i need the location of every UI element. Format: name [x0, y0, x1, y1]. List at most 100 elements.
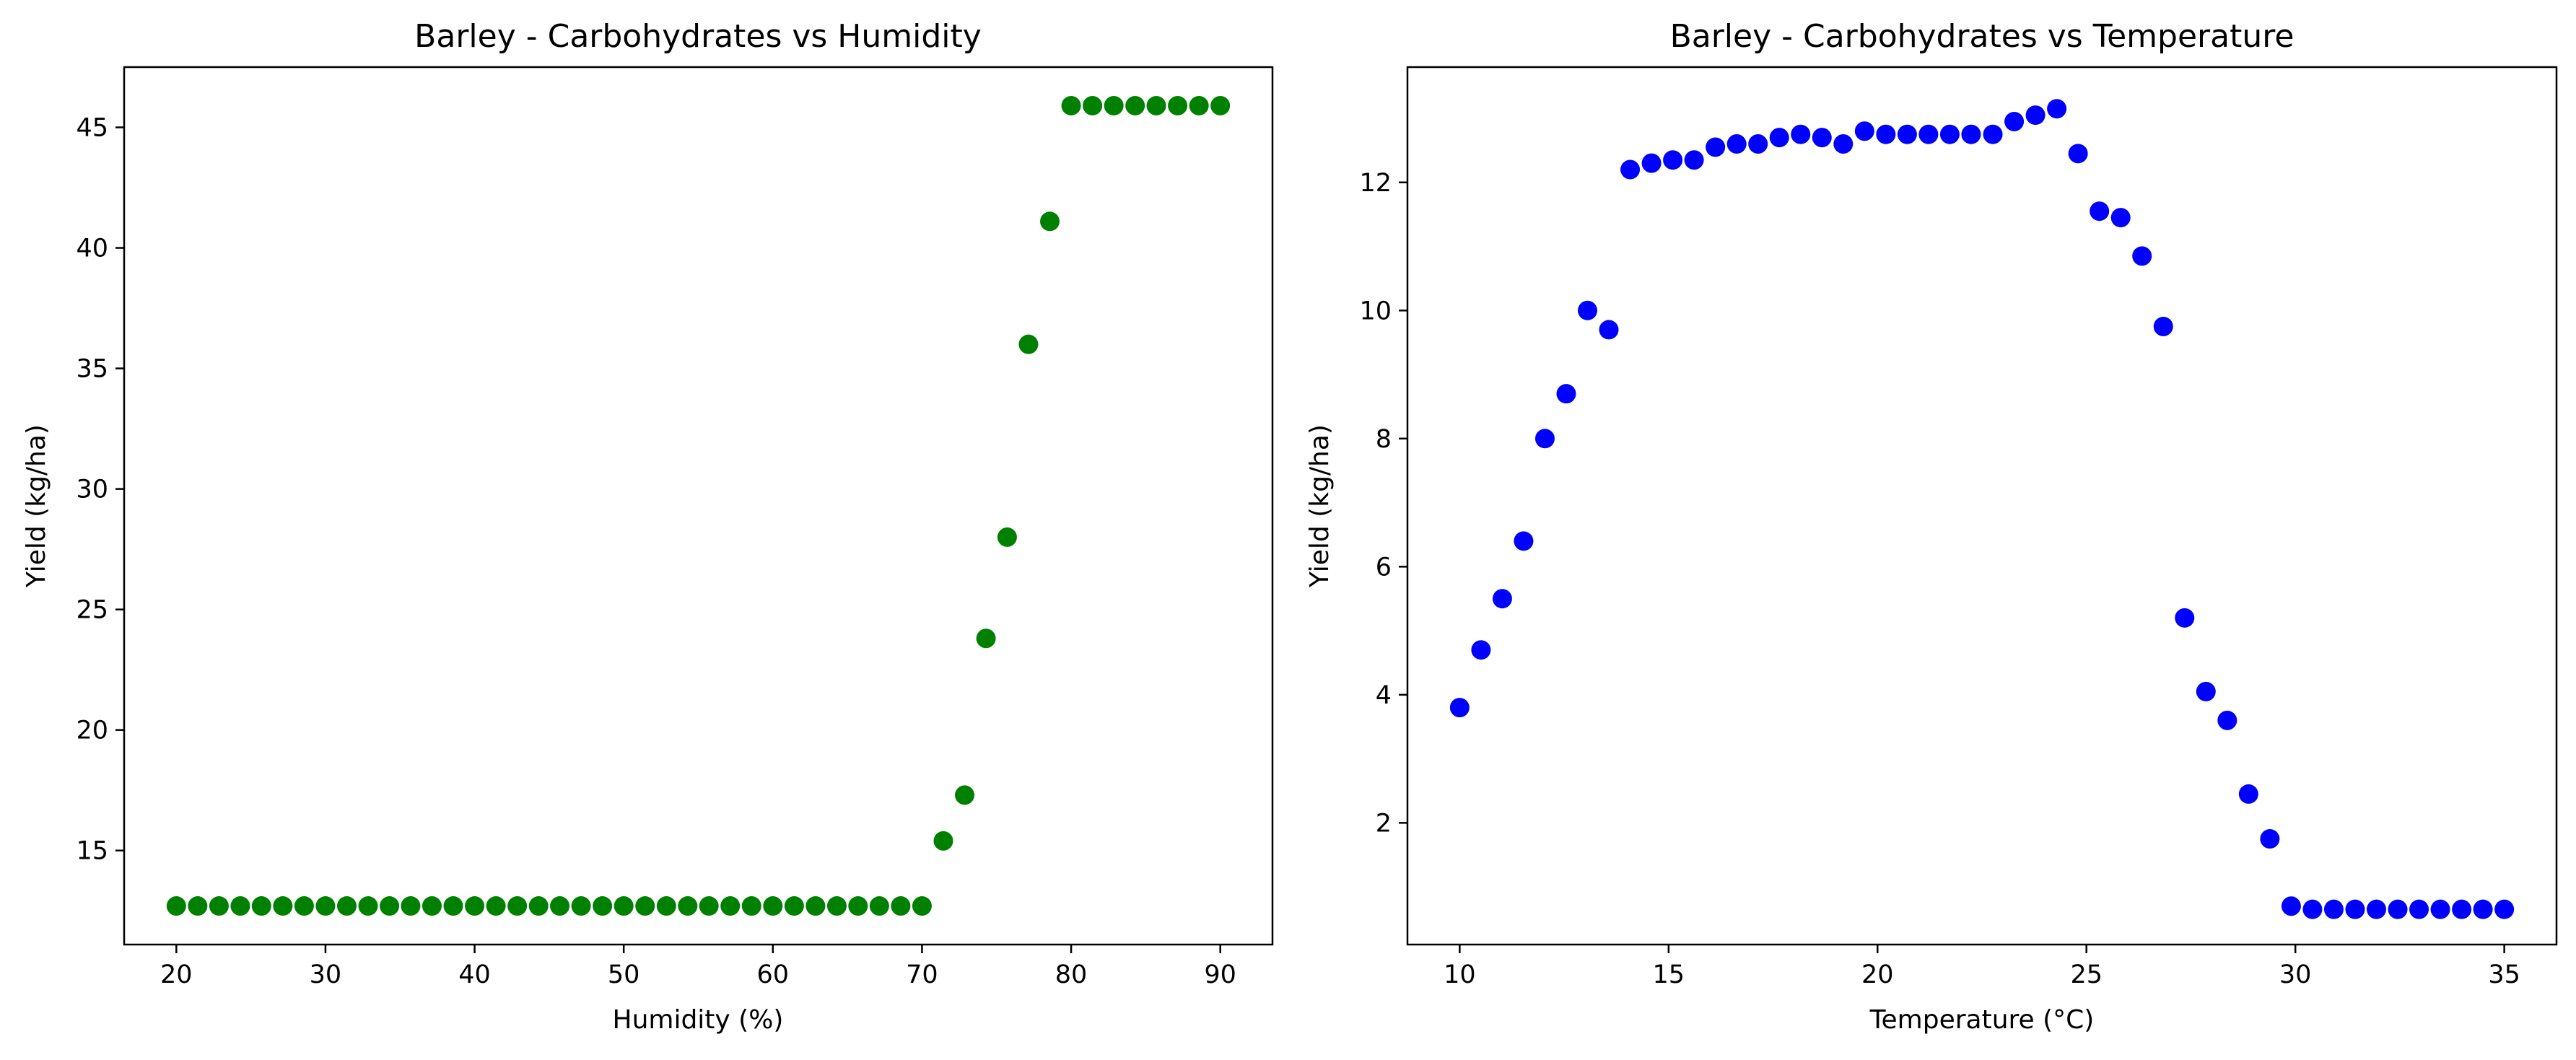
data-point	[2217, 710, 2237, 730]
data-point	[2473, 899, 2493, 919]
data-point	[1918, 124, 1939, 144]
data-point	[2047, 99, 2067, 119]
data-point	[1534, 429, 1555, 449]
x-tick-label: 20	[160, 960, 193, 989]
x-tick-label: 35	[2488, 960, 2520, 989]
x-axis-label: Temperature (°C)	[1869, 1005, 2095, 1035]
data-point	[294, 896, 314, 916]
data-point	[1146, 95, 1166, 115]
data-point	[166, 896, 186, 916]
data-point	[1791, 124, 1811, 144]
data-point	[2132, 246, 2152, 266]
data-point	[1663, 150, 1683, 170]
data-point	[1061, 95, 1081, 115]
data-point	[614, 896, 634, 916]
data-point	[1599, 320, 1619, 340]
data-point	[2323, 899, 2344, 919]
plot-frame	[1406, 66, 2558, 946]
y-tick-label: 6	[1376, 553, 1392, 582]
data-point	[2388, 899, 2408, 919]
data-point	[528, 896, 549, 916]
data-point	[2238, 784, 2258, 804]
y-tick-label: 4	[1376, 681, 1392, 710]
y-tick-label: 15	[76, 837, 108, 866]
temperature-chart: Barley - Carbohydrates vs Temperature 10…	[1305, 18, 2558, 1035]
data-point	[1939, 124, 1960, 144]
data-point	[891, 896, 911, 916]
data-point	[2430, 899, 2450, 919]
data-point	[826, 896, 847, 916]
data-point	[358, 896, 378, 916]
data-point	[1104, 95, 1124, 115]
data-point	[1449, 698, 1470, 718]
data-point	[2068, 144, 2088, 164]
plot-frame	[123, 66, 1274, 946]
x-tick-label: 50	[608, 960, 640, 989]
data-point	[2175, 608, 2195, 628]
data-point	[976, 628, 996, 649]
data-point	[2366, 899, 2386, 919]
x-tick-label: 30	[2279, 960, 2312, 989]
data-point	[2025, 105, 2045, 126]
data-point	[635, 896, 655, 916]
data-point	[720, 896, 741, 916]
data-point	[465, 896, 485, 916]
x-tick-label: 70	[906, 960, 938, 989]
data-point	[2281, 896, 2301, 916]
data-point	[1897, 124, 1917, 144]
data-point	[1040, 211, 1060, 232]
data-point	[1833, 134, 1854, 154]
data-point	[507, 896, 528, 916]
y-tick-label: 12	[1359, 169, 1392, 198]
data-point	[1556, 384, 1576, 404]
data-point	[1961, 124, 1981, 144]
data-point	[933, 831, 953, 851]
data-point	[2260, 829, 2280, 849]
data-point	[380, 896, 400, 916]
data-points	[166, 95, 1231, 916]
y-tick-label: 8	[1376, 425, 1392, 454]
data-point	[1769, 128, 1789, 148]
data-point	[273, 896, 293, 916]
data-point	[315, 896, 336, 916]
data-point	[1726, 134, 1747, 154]
data-points	[1449, 99, 2515, 919]
y-tick-label: 35	[76, 355, 108, 384]
chart-title: Barley - Carbohydrates vs Temperature	[1670, 18, 2295, 55]
x-tick-label: 25	[2070, 960, 2103, 989]
data-point	[955, 785, 975, 805]
data-point	[593, 896, 613, 916]
data-point	[486, 896, 506, 916]
x-tick-label: 15	[1653, 960, 1685, 989]
data-point	[1018, 334, 1039, 354]
x-tick-label: 20	[1861, 960, 1894, 989]
y-tick-label: 40	[76, 235, 108, 263]
data-point	[678, 896, 698, 916]
data-point	[912, 896, 932, 916]
data-point	[443, 896, 463, 916]
x-axis-label: Humidity (%)	[613, 1005, 784, 1035]
tick-group: 10 15 20 25 30 35 2 4 6 8 10 12	[1359, 169, 2520, 989]
data-point	[2110, 208, 2131, 228]
data-point	[997, 527, 1017, 547]
data-point	[1125, 95, 1145, 115]
data-point	[1684, 150, 1704, 170]
y-tick-label: 45	[76, 114, 108, 143]
data-point	[2153, 316, 2173, 336]
data-point	[699, 896, 719, 916]
data-point	[251, 896, 271, 916]
data-point	[2345, 899, 2365, 919]
data-point	[550, 896, 570, 916]
data-point	[2494, 899, 2515, 919]
data-point	[784, 896, 804, 916]
data-point	[230, 896, 250, 916]
data-point	[1578, 300, 1598, 320]
x-tick-label: 90	[1204, 960, 1236, 989]
chart-title: Barley - Carbohydrates vs Humidity	[414, 18, 982, 55]
data-point	[2090, 201, 2110, 222]
x-tick-label: 40	[458, 960, 491, 989]
data-point	[1210, 95, 1231, 115]
data-point	[1876, 124, 1896, 144]
y-tick-label: 20	[76, 717, 108, 745]
